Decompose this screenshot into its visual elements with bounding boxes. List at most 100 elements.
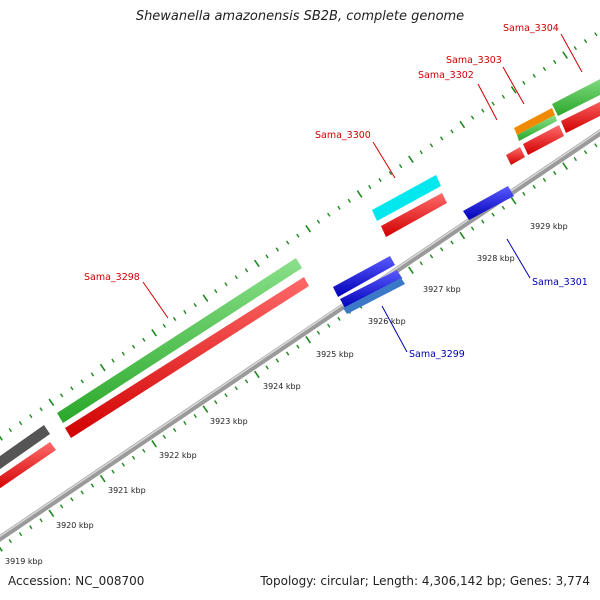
outer-ring-tick xyxy=(459,120,466,129)
label-leaders xyxy=(142,33,583,353)
inner-ring-tick xyxy=(553,170,557,176)
outer-ring-tick xyxy=(275,247,280,252)
inner-ring-tick xyxy=(183,420,187,426)
outer-ring-tick xyxy=(151,329,157,337)
feature-sama-3303-b[interactable] xyxy=(517,115,557,141)
label-sama-3299[interactable]: Sama_3299 xyxy=(409,349,465,360)
outer-ring-tick xyxy=(224,282,228,287)
feature-sama-3298[interactable] xyxy=(57,258,302,423)
label-sama-3300[interactable]: Sama_3300 xyxy=(315,130,371,141)
outer-ring-tick xyxy=(18,421,23,426)
inner-ring-tick xyxy=(151,440,157,448)
inner-ring-tick xyxy=(90,483,95,488)
outer-ring-ticks xyxy=(0,32,598,441)
inner-ring-tick xyxy=(244,379,249,384)
feature-sama-3299[interactable] xyxy=(333,256,395,297)
outer-ring-tick xyxy=(48,398,55,407)
tick-label-3919: 3919 kbp xyxy=(5,557,43,566)
feature-sama-3299-c[interactable] xyxy=(343,278,405,314)
outer-ring-tick xyxy=(419,150,423,155)
outer-ring-tick xyxy=(142,337,146,342)
feature-sama-3300-cds[interactable] xyxy=(381,193,447,237)
outer-ring-tick xyxy=(29,414,33,419)
inner-ring-tick xyxy=(296,344,300,349)
outer-ring-tick xyxy=(80,379,84,384)
feature-sama-3300[interactable] xyxy=(372,175,441,221)
outer-ring-tick xyxy=(573,46,577,51)
inner-ring-tick xyxy=(202,405,209,413)
inner-ring-tick xyxy=(29,525,33,530)
tick-label-3928: 3928 kbp xyxy=(477,254,515,263)
inner-ring-tick xyxy=(542,177,547,183)
outer-ring-tick xyxy=(39,407,43,412)
inner-ring-tick xyxy=(275,358,280,363)
outer-ring-tick xyxy=(429,143,434,148)
outer-ring-tick xyxy=(532,73,536,78)
outer-ring-tick xyxy=(408,155,414,163)
inner-ring-tick xyxy=(532,184,536,189)
tick-label-3922: 3922 kbp xyxy=(159,451,197,460)
feature-sama-3298-cds[interactable] xyxy=(65,277,309,438)
feature-sama-3299-b[interactable] xyxy=(340,270,402,308)
outer-ring-tick xyxy=(162,323,167,328)
outer-ring-tick xyxy=(0,435,3,441)
label-sama-3303[interactable]: Sama_3303 xyxy=(446,55,502,66)
outer-ring-tick xyxy=(491,101,495,106)
feature-gray[interactable] xyxy=(0,425,50,472)
outer-ring-tick xyxy=(316,219,321,224)
outer-ring-tick xyxy=(172,316,177,322)
outer-ring-tick xyxy=(265,254,269,259)
feature-sama-3302-b[interactable] xyxy=(523,125,564,155)
inner-ring-tick xyxy=(80,490,84,495)
feature-sama-3304-cds[interactable] xyxy=(561,97,600,133)
tick-label-3920: 3920 kbp xyxy=(56,521,94,530)
label-sama-3301[interactable]: Sama_3301 xyxy=(532,277,588,288)
outer-ring-tick xyxy=(542,66,547,72)
outer-ring-tick xyxy=(296,233,300,238)
outer-ring-tick xyxy=(253,259,260,268)
label-sama-3304[interactable]: Sama_3304 xyxy=(503,23,559,34)
feature-sama-3301[interactable] xyxy=(463,186,514,220)
outer-ring-tick xyxy=(8,428,12,433)
inner-ring-tick xyxy=(470,226,475,231)
map-title: Shewanella amazonensis SB2B, complete ge… xyxy=(135,9,465,24)
inner-ring-tick xyxy=(224,393,228,398)
genome-summary-text: Topology: circular; Length: 4,306,142 bp… xyxy=(260,574,590,588)
inner-ring-tick xyxy=(594,143,598,148)
outer-ring-tick xyxy=(470,115,475,120)
outer-ring-tick xyxy=(202,294,209,302)
inner-ring-tick xyxy=(408,266,414,274)
inner-ring-tick xyxy=(234,386,238,391)
feature-sama-3304[interactable] xyxy=(552,74,600,116)
outer-ring-tick xyxy=(378,178,382,183)
outer-ring-tick xyxy=(562,51,568,59)
inner-ring-tick xyxy=(522,191,526,196)
outer-ring-tick xyxy=(356,190,363,198)
inner-ring-tick xyxy=(172,427,177,433)
outer-ring-tick xyxy=(244,268,249,273)
inner-ring-tick xyxy=(48,509,55,518)
outer-ring-tick xyxy=(501,94,506,99)
outer-ring-tick xyxy=(59,393,64,398)
outer-ring-tick xyxy=(285,240,290,245)
tick-label-3925: 3925 kbp xyxy=(316,350,354,359)
inner-ring-tick xyxy=(70,497,74,502)
inner-ring-tick xyxy=(419,261,423,266)
inner-ring-tick xyxy=(491,212,495,217)
outer-ring-tick xyxy=(522,80,526,85)
feature-sama-3303[interactable] xyxy=(514,108,555,135)
feature-red-left[interactable] xyxy=(0,442,56,491)
outer-ring-tick xyxy=(347,198,351,203)
outer-ring-tick xyxy=(111,358,115,363)
outer-ring-tick xyxy=(594,32,598,37)
feature-track[interactable] xyxy=(0,74,600,491)
feature-sama-3302[interactable] xyxy=(506,147,525,165)
inner-ring-tick xyxy=(450,240,454,245)
outer-ring-tick xyxy=(305,224,312,233)
outer-ring-tick xyxy=(481,108,485,113)
inner-ring-tick xyxy=(305,335,312,344)
label-sama-3298[interactable]: Sama_3298 xyxy=(84,272,140,283)
label-sama-3302[interactable]: Sama_3302 xyxy=(418,70,474,81)
inner-ring-tick xyxy=(18,532,23,537)
